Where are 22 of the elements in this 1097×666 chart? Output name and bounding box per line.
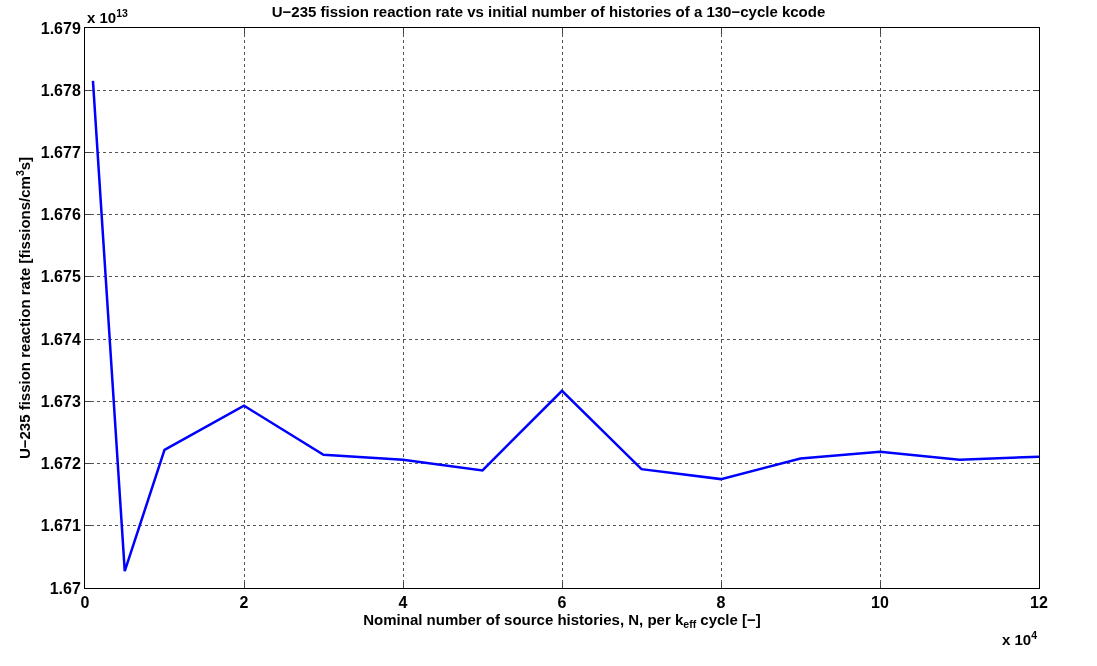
y-tick-label: 1.672 [40,455,81,473]
text: x 10$^{4}$ [1002,629,1038,649]
x-tick-label: 2 [239,594,249,612]
y-tick-label: 1.678 [40,81,81,99]
y-tick-label: 1.673 [40,392,81,410]
x-tick-label: 0 [80,594,90,612]
x-tick-label: 6 [557,594,567,612]
y-tick-label: 1.67 [49,579,81,597]
line-series [91,79,1039,573]
y-tick-label: 1.671 [40,517,81,535]
y-tick-label: 1.676 [40,206,81,224]
x-tick-label: 8 [716,594,726,612]
x-tick-label: 12 [1030,594,1048,612]
x-axis-title: Nominal number of source histories, N, per k$_{eff}$ cycle [−] [363,611,761,631]
x-tick-label: 4 [398,594,408,612]
x-tick-label: 10 [871,594,889,612]
chart-title: U−235 fission reaction rate vs initial number of histories of a 130−cycle kcode [271,3,826,21]
text: x 10$^{13}$ [87,7,129,27]
y-tick-label: 1.679 [40,19,81,37]
y-tick-label: 1.675 [40,268,81,286]
y-tick-label: 1.674 [40,330,81,348]
y-tick-label: 1.677 [40,144,81,162]
